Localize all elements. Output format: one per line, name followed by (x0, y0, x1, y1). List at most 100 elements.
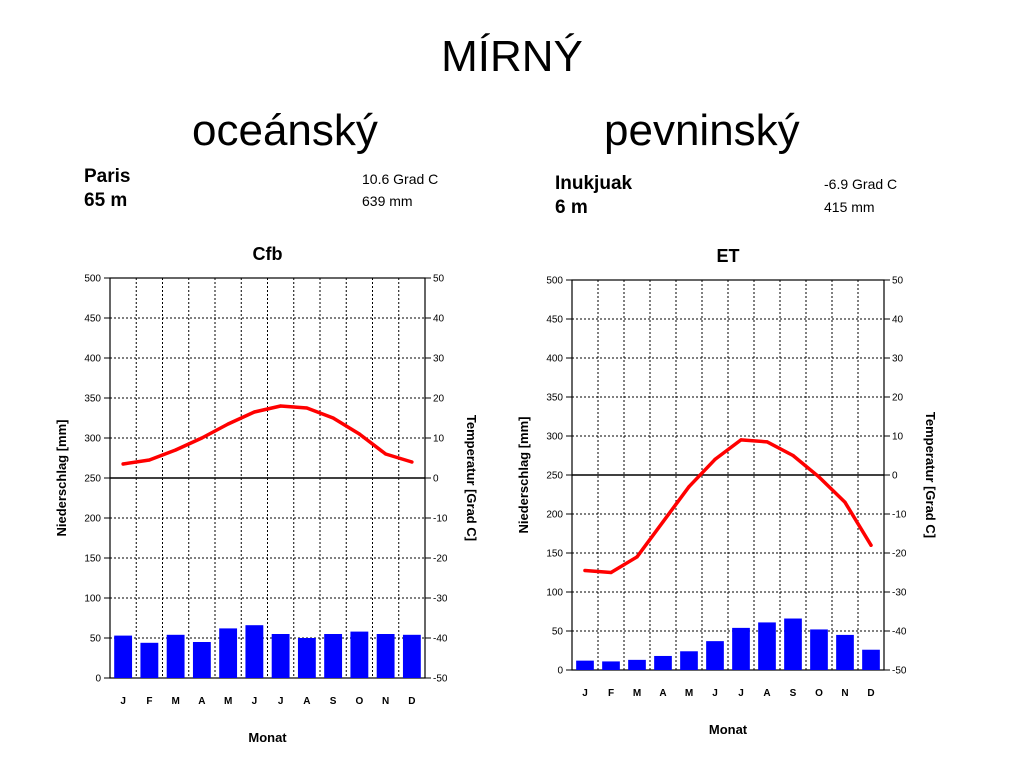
left-axis-tick-label: 300 (546, 432, 563, 443)
temperature-point-11 (843, 500, 847, 504)
slide-title: MÍRNÝ (441, 32, 583, 81)
precipitation-bar-8 (758, 622, 776, 670)
month-label: A (659, 688, 666, 699)
climate-chart-paris: 5004504003503002502001501005005040302010… (54, 244, 479, 745)
left-axis-tick-label: 350 (84, 394, 101, 405)
precipitation-bar-10 (810, 629, 828, 670)
temperature-point-1 (121, 462, 125, 466)
month-label: M (171, 696, 179, 707)
precipitation-bar-4 (654, 655, 672, 670)
temperature-point-7 (279, 404, 283, 408)
month-label: F (146, 696, 152, 707)
month-label: N (382, 696, 389, 707)
precipitation-bar-11 (376, 634, 395, 678)
temperature-line (121, 404, 414, 466)
left-axis-tick-label: 250 (546, 471, 563, 482)
mean-temperature-paris: 10.6 Grad C (362, 171, 439, 187)
right-axis-tick-label: 20 (892, 393, 904, 404)
month-label: D (408, 696, 415, 707)
station-elevation-inukjuak: 6 m (555, 197, 588, 218)
left-axis-tick-label: 200 (84, 514, 101, 525)
right-axis-tick-label: 30 (433, 354, 445, 365)
left-axis-tick-label: 150 (84, 554, 101, 565)
right-axis-tick-label: -30 (433, 594, 448, 605)
right-axis-tick-label: 50 (892, 276, 904, 287)
right-axis-tick-label: 50 (433, 274, 445, 285)
precipitation-bar-9 (784, 618, 802, 670)
temperature-point-9 (791, 453, 795, 458)
precipitation-bar-2 (602, 661, 620, 670)
temperature-point-10 (817, 475, 821, 479)
left-axis-label: Niederschlag [mm] (54, 419, 69, 536)
right-axis-tick-label: -50 (433, 674, 448, 685)
temperature-point-8 (765, 440, 769, 444)
x-axis-label: Monat (248, 730, 287, 745)
left-axis-label: Niederschlag [mm] (516, 416, 531, 533)
right-axis-tick-label: -10 (433, 514, 448, 525)
month-label: J (582, 688, 588, 699)
precipitation-bar-4 (192, 642, 211, 678)
left-axis-tick-label: 150 (546, 549, 563, 560)
right-axis-tick-label: 30 (892, 354, 904, 365)
precipitation-bar-8 (297, 638, 316, 678)
temperature-line (583, 438, 873, 575)
month-label: O (355, 696, 363, 707)
precipitation-bar-10 (350, 631, 369, 678)
precipitation-bar-3 (166, 634, 185, 678)
month-label: J (120, 696, 126, 707)
month-label: N (841, 688, 848, 699)
precipitation-bar-2 (140, 642, 159, 678)
left-axis-tick-label: 450 (546, 315, 563, 326)
station-elevation-paris: 65 m (84, 190, 128, 211)
right-axis-tick-label: -40 (892, 627, 907, 638)
temperature-point-11 (384, 452, 388, 456)
right-axis-tick-label: -50 (892, 666, 907, 677)
precipitation-bar-11 (836, 634, 854, 670)
precipitation-bar-7 (732, 627, 750, 670)
month-label: A (198, 696, 205, 707)
month-label: J (738, 688, 744, 699)
right-axis-tick-label: -20 (433, 554, 448, 565)
right-axis-tick-label: 20 (433, 394, 445, 405)
precipitation-bar-12 (862, 649, 880, 670)
left-axis-tick-label: 100 (546, 588, 563, 599)
month-label: J (712, 688, 718, 699)
month-label: J (278, 696, 284, 707)
precipitation-bar-1 (576, 660, 594, 670)
left-axis-tick-label: 400 (84, 354, 101, 365)
right-axis-tick-label: -20 (892, 549, 907, 560)
annual-precipitation-inukjuak: 415 mm (824, 199, 875, 215)
precipitation-bar-9 (324, 634, 343, 678)
month-label: S (330, 696, 337, 707)
climate-chart-inukjuak: 5004504003503002502001501005005040302010… (516, 246, 938, 737)
temperature-point-12 (410, 460, 414, 464)
month-label: F (608, 688, 614, 699)
temperature-point-7 (739, 438, 743, 442)
temperature-point-6 (713, 457, 717, 461)
month-label: M (224, 696, 232, 707)
right-axis-label: Temperatur [Grad C] (464, 415, 479, 541)
left-axis-tick-label: 500 (546, 276, 563, 287)
left-axis-tick-label: 0 (557, 666, 563, 677)
left-axis-tick-label: 100 (84, 594, 101, 605)
temperature-point-4 (661, 520, 665, 524)
precipitation-bar-6 (245, 625, 264, 678)
x-axis-label: Monat (709, 722, 748, 737)
temperature-point-2 (147, 458, 151, 462)
left-axis-tick-label: 300 (84, 434, 101, 445)
temperature-point-3 (635, 555, 639, 559)
month-label: M (633, 688, 641, 699)
temperature-point-10 (357, 432, 361, 436)
left-axis-tick-label: 350 (546, 393, 563, 404)
mean-temperature-inukjuak: -6.9 Grad C (824, 176, 898, 192)
temperature-point-5 (226, 422, 230, 426)
left-axis-tick-label: 50 (552, 627, 564, 638)
precipitation-bar-5 (680, 651, 698, 670)
right-axis-tick-label: 40 (433, 314, 445, 325)
right-axis-tick-label: -10 (892, 510, 907, 521)
temperature-point-1 (583, 568, 587, 573)
right-axis-tick-label: 40 (892, 315, 904, 326)
annual-precipitation-paris: 639 mm (362, 193, 413, 209)
right-axis-tick-label: -40 (433, 634, 448, 645)
temperature-point-5 (687, 485, 691, 489)
